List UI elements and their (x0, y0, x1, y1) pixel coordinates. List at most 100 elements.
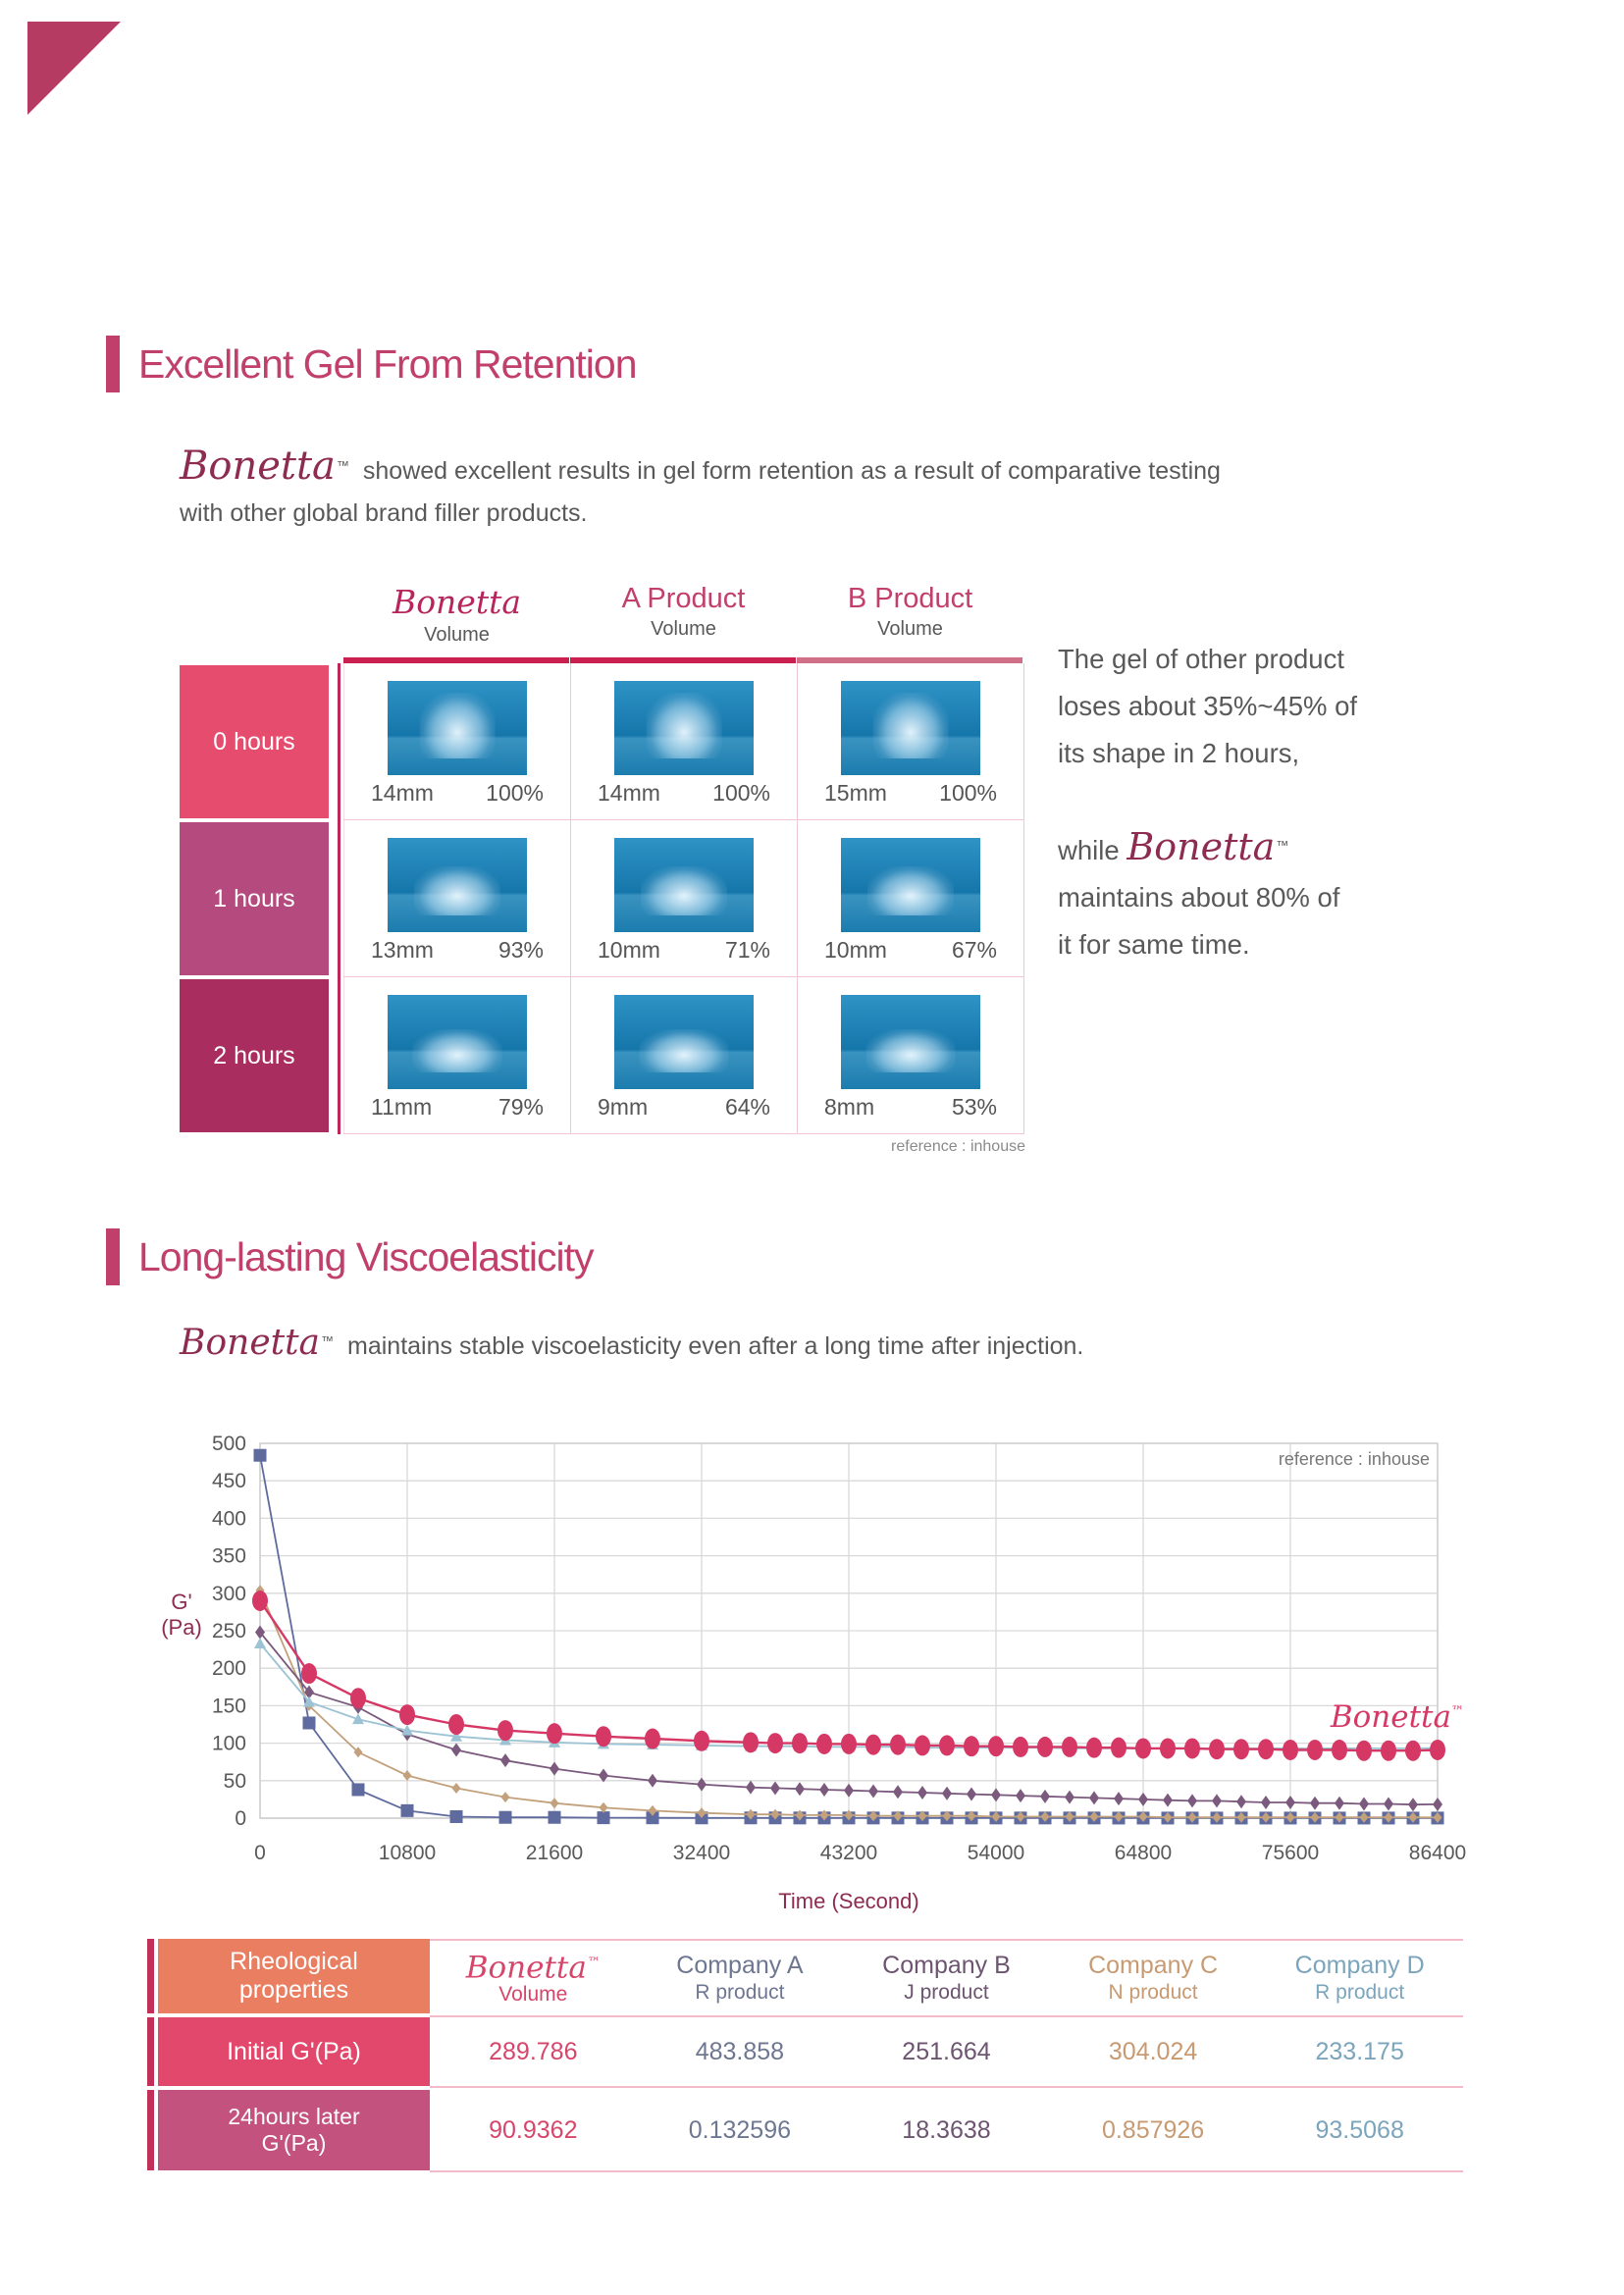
row-accent-bar (147, 1939, 154, 2013)
rheology-column-sub: R product (1315, 1981, 1405, 2004)
gel-sample-photo (388, 995, 527, 1089)
series-marker (1086, 1737, 1102, 1758)
series-marker (1037, 1736, 1053, 1757)
series-marker (1111, 1737, 1126, 1758)
series-marker (988, 1736, 1004, 1757)
series-marker (868, 1784, 878, 1799)
y-axis-title: (Pa) (161, 1615, 202, 1640)
trademark-symbol: ™ (587, 1955, 601, 1970)
retention-column-header: Bonetta Volume (343, 581, 570, 663)
series-marker (1138, 1792, 1148, 1806)
rheology-value-cell: 483.858 (637, 2038, 844, 2066)
series-marker (991, 1810, 1001, 1822)
series-marker (964, 1736, 979, 1757)
title-accent-bar (106, 336, 120, 392)
corner-ribbon-decoration (27, 22, 121, 115)
rheology-value-cell: 0.132596 (637, 2116, 844, 2145)
y-axis-tick-label: 450 (212, 1470, 246, 1492)
retention-cell-measurements: 9mm 64% (598, 1094, 770, 1121)
x-axis-tick-label: 75600 (1262, 1842, 1319, 1864)
rheology-column-header: Bonetta™ Volume (430, 1949, 637, 2008)
gel-blob (419, 692, 496, 758)
gel-sample-photo (614, 995, 754, 1089)
gel-size-value: 9mm (598, 1094, 649, 1120)
rheology-value: 483.858 (695, 2037, 785, 2065)
series-marker (868, 1810, 878, 1822)
gel-retention-percent: 64% (724, 1094, 770, 1120)
side-note-line5: maintains about 80% of (1058, 882, 1340, 913)
retention-column-name: B Product (847, 583, 973, 614)
series-marker (1013, 1736, 1028, 1757)
rheology-row-label: 24hours later G'(Pa) (158, 2090, 430, 2170)
series-marker (1160, 1738, 1176, 1759)
y-axis-tick-label: 400 (212, 1507, 246, 1530)
rheology-column-name: Company D (1294, 1952, 1425, 1979)
series-marker (252, 1590, 268, 1611)
series-marker (1433, 1811, 1442, 1823)
series-marker (301, 1663, 317, 1685)
y-axis-tick-label: 300 (212, 1583, 246, 1605)
retention-table-body: 0 hours 14mm 100% 14mm 100% 15mm 100% 1 hours 13… (180, 663, 1025, 1134)
series-marker (1138, 1810, 1148, 1822)
intro-text-line1: showed excellent results in gel form ret… (362, 457, 1221, 485)
rheology-column-sub: R product (695, 1981, 785, 2004)
series-marker (1283, 1739, 1298, 1760)
series-marker (795, 1782, 805, 1797)
series-marker (1233, 1739, 1249, 1760)
retention-column-header: A Product Volume (570, 581, 797, 663)
series-marker (967, 1810, 976, 1822)
series-marker (1335, 1796, 1344, 1810)
retention-cell: 13mm 93% (343, 820, 571, 976)
series-marker (254, 1637, 266, 1648)
retention-cell-measurements: 8mm 53% (824, 1094, 997, 1121)
series-marker (648, 1804, 657, 1816)
retention-column-sub: Volume (877, 618, 943, 640)
rheology-value-cell: 233.175 (1256, 2038, 1463, 2066)
side-note-line4: while Bonetta™ (1058, 825, 1289, 869)
series-marker (1016, 1810, 1025, 1822)
series-marker (1135, 1738, 1151, 1759)
series-marker (1285, 1811, 1295, 1823)
rheology-header-label-line: properties (238, 1976, 349, 2004)
series-marker (1310, 1796, 1320, 1810)
rheology-header-row: Rheological properties Bonetta™ Volume Compa… (147, 1939, 1463, 2017)
gel-sample-photo (841, 995, 980, 1089)
rheology-value-cell: 90.9362 (430, 2116, 637, 2145)
table-row: 0 hours 14mm 100% 14mm 100% 15mm 100% (180, 663, 1025, 820)
series-marker (893, 1810, 903, 1822)
retention-column-sub: Volume (651, 618, 716, 640)
series-marker (448, 1714, 464, 1735)
side-note-line1: The gel of other product (1058, 644, 1344, 674)
series-label-bonetta: Bonetta™ (1330, 1699, 1464, 1735)
y-axis-tick-label: 100 (212, 1733, 246, 1755)
subtitle-text: maintains stable viscoelasticity even af… (347, 1332, 1084, 1360)
series-marker (942, 1810, 952, 1822)
series-marker (792, 1733, 808, 1754)
series-marker (1408, 1811, 1418, 1823)
rheology-header-label-line: Rheological (230, 1948, 358, 1975)
series-marker (770, 1808, 780, 1820)
retention-cell: 10mm 67% (798, 820, 1024, 976)
series-marker (451, 1782, 461, 1794)
rheology-column-sub: Volume (498, 1983, 568, 2007)
series-marker (795, 1809, 805, 1821)
gel-blob (413, 865, 501, 915)
series-marker (303, 1695, 315, 1707)
gel-retention-percent: 53% (951, 1094, 997, 1120)
row-accent-bar (147, 2017, 154, 2086)
rheology-value-cell: 93.5068 (1256, 2116, 1463, 2145)
retention-cell-measurements: 10mm 67% (824, 937, 997, 964)
rheology-value: 90.9362 (489, 2115, 578, 2144)
series-marker (450, 1730, 462, 1742)
rheology-value: 233.175 (1315, 2037, 1404, 2065)
x-axis-tick-label: 10800 (379, 1842, 436, 1864)
rheology-value-cell: 304.024 (1050, 2038, 1257, 2066)
retention-row-cells: 14mm 100% 14mm 100% 15mm 100% (343, 663, 1024, 820)
y-axis-tick-label: 150 (212, 1695, 246, 1717)
table-row: 1 hours 13mm 93% 10mm 71% 10mm 67% (180, 820, 1025, 977)
